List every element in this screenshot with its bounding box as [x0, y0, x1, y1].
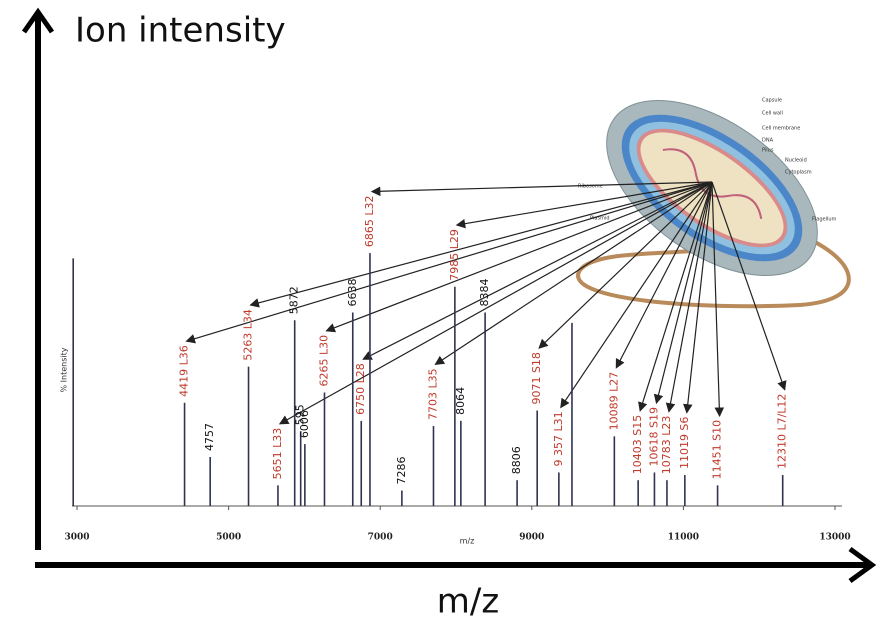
bacterium: [576, 99, 851, 309]
peak-label: 12310 L7/L12: [776, 394, 789, 469]
x-tick-label: 9000: [519, 533, 544, 543]
assignment-arrow: [653, 181, 713, 405]
assignment-arrow: [370, 181, 713, 197]
peak-label: 6006: [298, 410, 311, 438]
peak-label: 7286: [395, 457, 408, 485]
assignment-arrow: [362, 181, 713, 360]
peak-label: 5263 L34: [242, 309, 255, 361]
peak-label: 6750 L28: [354, 363, 367, 415]
peak-label: 8384: [478, 279, 491, 307]
peak-label: 6865 L32: [363, 196, 376, 248]
x-tick-label: 13000: [819, 533, 850, 543]
peak-label: 10403 S15: [631, 415, 644, 474]
outer-y-arrow: [21, 7, 55, 34]
peak-label: 10783 L23: [660, 416, 673, 475]
peak-label: 8806: [510, 446, 523, 474]
inner-x-label: m/z: [460, 537, 475, 546]
peak-label: 6638: [346, 279, 359, 307]
x-axis-title: m/z: [437, 582, 499, 622]
cell-label: Flagellum: [812, 217, 837, 223]
assignment-arrow: [185, 181, 713, 344]
cell-label: Nucleoid: [785, 158, 807, 164]
peak-label: 4757: [203, 423, 216, 451]
peak-label: 6265 L30: [317, 335, 330, 387]
cell-label: Pilus: [762, 148, 774, 154]
assignment-arrow: [434, 181, 713, 366]
assignment-arrow: [638, 181, 713, 412]
peak-label: 595: [294, 404, 307, 425]
peak-label: 11451 S10: [711, 420, 724, 479]
assignment-arrow: [249, 181, 713, 308]
assignment-arrow: [538, 181, 713, 349]
assignment-arrow: [665, 181, 713, 413]
y-axis-title: Ion intensity: [75, 11, 286, 51]
cell-label: DNA: [762, 138, 774, 144]
peak-label: 5651 L33: [271, 428, 284, 480]
x-tick-label: 7000: [368, 533, 393, 543]
peak-label: 11019 S6: [678, 417, 691, 469]
assignment-arrow: [711, 181, 787, 391]
x-tick-label: 11000: [668, 533, 699, 543]
cell-label: Cell membrane: [762, 126, 800, 132]
peak-label: 9 357 L31: [552, 411, 565, 466]
assignment-arrow: [325, 181, 713, 333]
assignment-arrow: [278, 181, 713, 425]
peak-label: 9071 S18: [530, 352, 543, 404]
peak-label: 4419 L36: [178, 345, 191, 397]
peak-label: 10618 S19: [647, 407, 660, 466]
cell-label: Ribosome: [578, 184, 603, 190]
peak-label: 7703 L35: [426, 368, 439, 420]
peak-label: 7985 L29: [448, 229, 461, 281]
peak-label: 10089 L27: [607, 372, 620, 431]
peak-label: 5872: [288, 286, 301, 314]
assignment-arrow: [682, 181, 713, 414]
x-tick-label: 3000: [64, 533, 89, 543]
assignment-arrow: [615, 181, 713, 369]
cell-label: Plasmid: [590, 216, 610, 222]
assignment-arrow: [455, 181, 713, 229]
peak-label: 8064: [454, 387, 467, 415]
outer-x-arrow: [848, 546, 877, 584]
assignment-arrow: [560, 181, 713, 409]
cell-label: Cytoplasm: [785, 170, 812, 176]
inner-y-label: % Intensity: [60, 347, 69, 392]
x-tick-label: 5000: [216, 533, 241, 543]
cell-label: Capsule: [762, 98, 782, 104]
assignment-arrow: [711, 181, 725, 418]
cell-label: Cell wall: [762, 111, 783, 117]
